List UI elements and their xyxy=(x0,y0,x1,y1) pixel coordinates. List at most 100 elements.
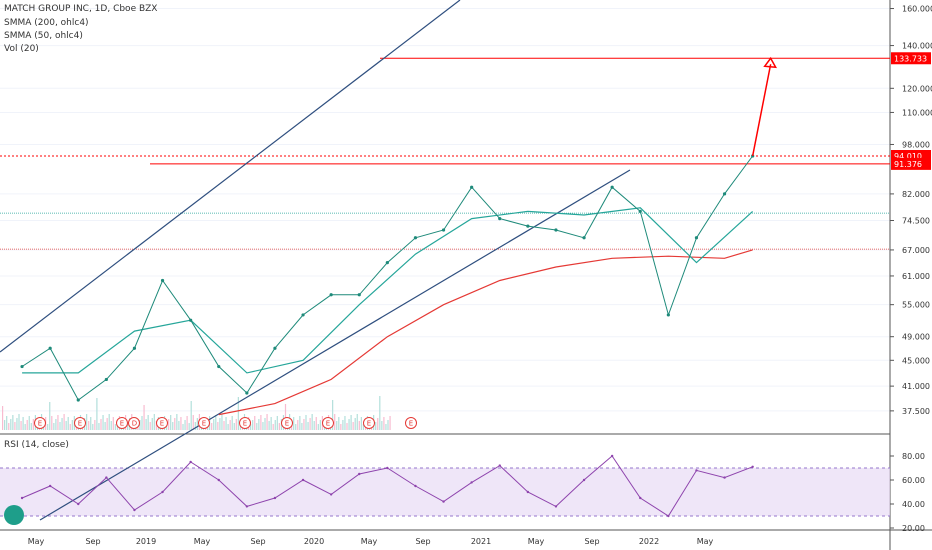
channel-lower-line[interactable] xyxy=(39,169,631,521)
volume-bar xyxy=(262,422,264,430)
volume-bar xyxy=(24,424,26,430)
price-line xyxy=(21,155,754,401)
volume-bar xyxy=(139,420,141,430)
volume-bar xyxy=(383,417,385,430)
volume-bar xyxy=(112,417,114,430)
rsi-y-tick-label: 60.00 xyxy=(902,476,925,485)
indicator-rsi-label[interactable]: RSI (14, close) xyxy=(4,440,69,450)
volume-bar xyxy=(59,422,61,430)
y-tick-label: 110.000 xyxy=(902,108,932,117)
rsi-point xyxy=(48,484,52,488)
x-tick-label: 2021 xyxy=(471,537,491,546)
price-point xyxy=(666,313,670,317)
volume-bar xyxy=(4,420,6,430)
y-tick-label: 140.000 xyxy=(902,42,932,51)
x-tick-label: May xyxy=(28,537,45,546)
volume-bar xyxy=(295,424,297,430)
volume-bar xyxy=(332,400,334,430)
volume-bar xyxy=(309,418,311,430)
price-point xyxy=(76,398,80,402)
volume-bar xyxy=(127,422,129,430)
volume-bar xyxy=(22,417,24,430)
volume-bar xyxy=(352,422,354,430)
volume-bar xyxy=(10,419,12,430)
volume-bar xyxy=(2,406,4,430)
volume-bar xyxy=(110,421,112,430)
indicator-volume-label[interactable]: Vol (20) xyxy=(4,44,39,54)
volume-bar xyxy=(26,420,28,430)
volume-bar xyxy=(303,419,305,430)
volume-bar xyxy=(358,421,360,430)
price-point xyxy=(554,228,558,232)
volume-bar xyxy=(172,422,174,430)
volume-bar xyxy=(65,421,67,430)
target-arrowhead xyxy=(763,56,777,69)
volume-bar xyxy=(235,419,237,430)
volume-bar xyxy=(57,415,59,430)
volume-bar xyxy=(319,420,321,430)
price-point xyxy=(582,236,586,240)
earnings-marker-label: E xyxy=(285,420,289,428)
volume-bar xyxy=(284,404,287,430)
volume-bar xyxy=(47,424,49,430)
x-tick-label: 2022 xyxy=(639,537,659,546)
price-point xyxy=(160,278,165,283)
earnings-marker-label: E xyxy=(160,420,164,428)
price-point xyxy=(20,364,24,369)
rsi-point xyxy=(498,464,501,467)
indicator-smma200-label[interactable]: SMMA (200, ohlc4) xyxy=(4,18,89,28)
volume-bar xyxy=(360,417,362,430)
volume-bar xyxy=(178,421,180,430)
earnings-marker-icon xyxy=(34,417,46,429)
volume-bar xyxy=(299,416,301,430)
earnings-marker-label: E xyxy=(409,420,413,428)
y-tick-label: 120.000 xyxy=(902,84,932,93)
earnings-marker-icon xyxy=(239,417,251,429)
volume-bar xyxy=(180,417,182,430)
logo-icon[interactable] xyxy=(4,505,24,525)
price-point xyxy=(329,293,333,297)
volume-bar xyxy=(71,420,73,430)
volume-bar xyxy=(225,417,227,430)
volume-bar xyxy=(344,416,346,430)
indicator-smma50-label[interactable]: SMMA (50, ohlc4) xyxy=(4,31,83,41)
volume-bar xyxy=(155,421,157,430)
volume-bar xyxy=(108,414,110,430)
earnings-marker-label: D xyxy=(132,420,137,428)
earnings-marker-icon xyxy=(128,417,140,429)
price-point xyxy=(48,346,52,350)
volume-bar xyxy=(270,417,272,430)
volume-bar xyxy=(188,423,190,430)
volume-bar xyxy=(377,418,379,430)
rsi-point xyxy=(358,472,361,476)
y-tick-label: 98.000 xyxy=(902,140,930,149)
price-point xyxy=(245,391,249,395)
volume-bar xyxy=(385,424,387,430)
volume-bar xyxy=(389,416,391,430)
x-tick-label: 2020 xyxy=(304,537,324,546)
volume-bar xyxy=(334,414,336,430)
volume-bar xyxy=(219,418,221,430)
price-point xyxy=(357,293,361,297)
volume-bar xyxy=(194,422,196,430)
price-point xyxy=(413,236,418,240)
volume-bar xyxy=(348,419,350,430)
earnings-marker-label: E xyxy=(78,420,82,428)
rsi-point xyxy=(386,466,389,470)
level-badge xyxy=(891,52,931,65)
target-arrow[interactable] xyxy=(751,64,772,157)
earnings-marker-icon xyxy=(116,417,128,429)
earnings-marker-label: E xyxy=(38,420,42,428)
volume-bar xyxy=(20,421,22,430)
volume-bar xyxy=(258,419,260,430)
channel-upper-line[interactable] xyxy=(0,0,461,353)
rsi-point xyxy=(245,505,249,508)
rsi-y-tick-label: 80.00 xyxy=(902,452,925,461)
volume-bar xyxy=(307,422,309,430)
rsi-point xyxy=(77,502,80,506)
volume-bar xyxy=(293,417,295,430)
volume-bar xyxy=(147,415,149,430)
x-tick-label: Sep xyxy=(415,537,430,546)
volume-bar xyxy=(14,422,16,430)
